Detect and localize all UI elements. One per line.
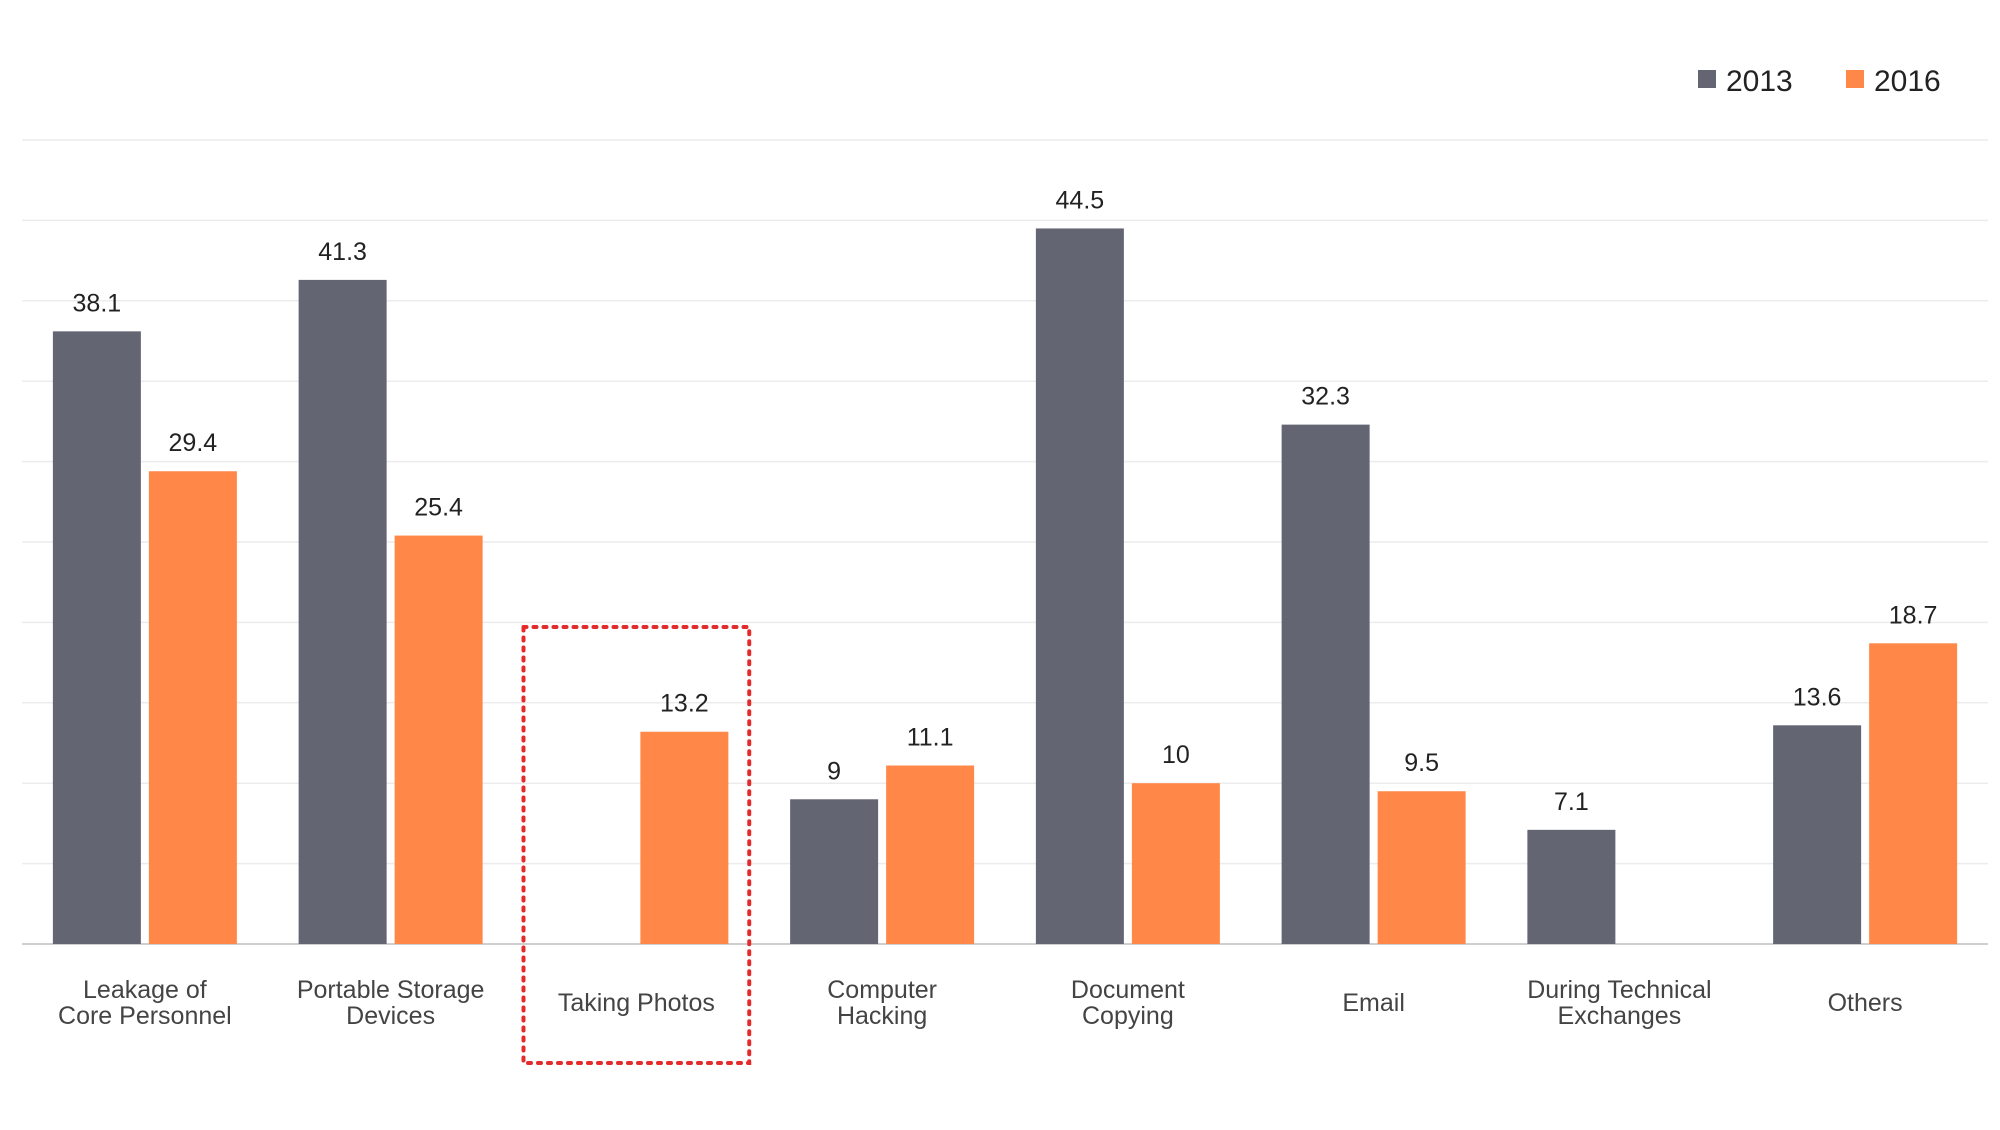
category-label: Portable Storage Devices bbox=[297, 976, 485, 1030]
data-label-2013: 32.3 bbox=[1301, 383, 1350, 411]
data-label-2013: 44.5 bbox=[1056, 186, 1105, 214]
data-label-2013: 38.1 bbox=[73, 289, 122, 317]
category-label: Computer Hacking bbox=[827, 976, 937, 1030]
category-label-line: Computer bbox=[827, 976, 937, 1004]
bar-2016 bbox=[394, 535, 483, 944]
bar-2016 bbox=[148, 471, 237, 944]
legend-swatch-2016 bbox=[1846, 70, 1864, 88]
category-label-line: Document bbox=[1071, 976, 1185, 1004]
category-label-line: Taking Photos bbox=[558, 989, 715, 1017]
bar-2013 bbox=[1281, 424, 1370, 945]
data-label-2016: 18.7 bbox=[1889, 601, 1938, 629]
data-label-2016: 10 bbox=[1162, 741, 1190, 769]
data-label-2016: 13.2 bbox=[660, 690, 709, 718]
data-label-2016: 29.4 bbox=[169, 429, 218, 457]
bar-2013 bbox=[1773, 725, 1862, 944]
bar-2016 bbox=[886, 765, 975, 944]
category-label-line: Core Personnel bbox=[58, 1002, 232, 1030]
category-label-line: Copying bbox=[1082, 1002, 1174, 1030]
data-label-2016: 11.1 bbox=[907, 724, 954, 752]
bar-2016 bbox=[1377, 791, 1466, 944]
legend-swatch-2013 bbox=[1698, 70, 1716, 88]
legend-label-2013: 2013 bbox=[1726, 65, 1793, 98]
category-label-line: Devices bbox=[346, 1002, 435, 1030]
category-label-line: During Technical bbox=[1527, 976, 1711, 1004]
bar-2013 bbox=[298, 279, 387, 944]
data-label-2016: 9.5 bbox=[1404, 749, 1439, 777]
category-label-line: Hacking bbox=[837, 1002, 927, 1030]
bar-2016 bbox=[1869, 643, 1958, 944]
category-label-line: Leakage of bbox=[83, 976, 207, 1004]
category-label-line: Portable Storage bbox=[297, 976, 485, 1004]
data-label-2013: 7.1 bbox=[1554, 788, 1589, 816]
category-label: Email bbox=[1342, 989, 1405, 1017]
data-label-2016: 25.4 bbox=[414, 494, 463, 522]
category-label: Others bbox=[1828, 989, 1903, 1017]
category-label: Taking Photos bbox=[558, 989, 715, 1017]
category-label-line: Email bbox=[1342, 989, 1405, 1017]
category-label-line: Exchanges bbox=[1558, 1002, 1682, 1030]
legend-label-2016: 2016 bbox=[1874, 65, 1941, 98]
bar-2013 bbox=[1527, 829, 1616, 944]
category-label-line: Others bbox=[1828, 989, 1903, 1017]
bar-2013 bbox=[1035, 228, 1124, 944]
data-label-2013: 41.3 bbox=[318, 238, 367, 266]
bar-2016 bbox=[640, 731, 729, 944]
category-label: Leakage of Core Personnel bbox=[58, 976, 232, 1030]
bar-2013 bbox=[790, 799, 879, 944]
data-label-2013: 13.6 bbox=[1793, 683, 1842, 711]
bar-2016 bbox=[1131, 783, 1220, 944]
data-label-2013: 9 bbox=[827, 757, 841, 785]
category-label: Document Copying bbox=[1071, 976, 1185, 1030]
bar-2013 bbox=[52, 331, 141, 944]
category-label: During Technical Exchanges bbox=[1527, 976, 1711, 1030]
highlight-box bbox=[521, 625, 752, 1065]
